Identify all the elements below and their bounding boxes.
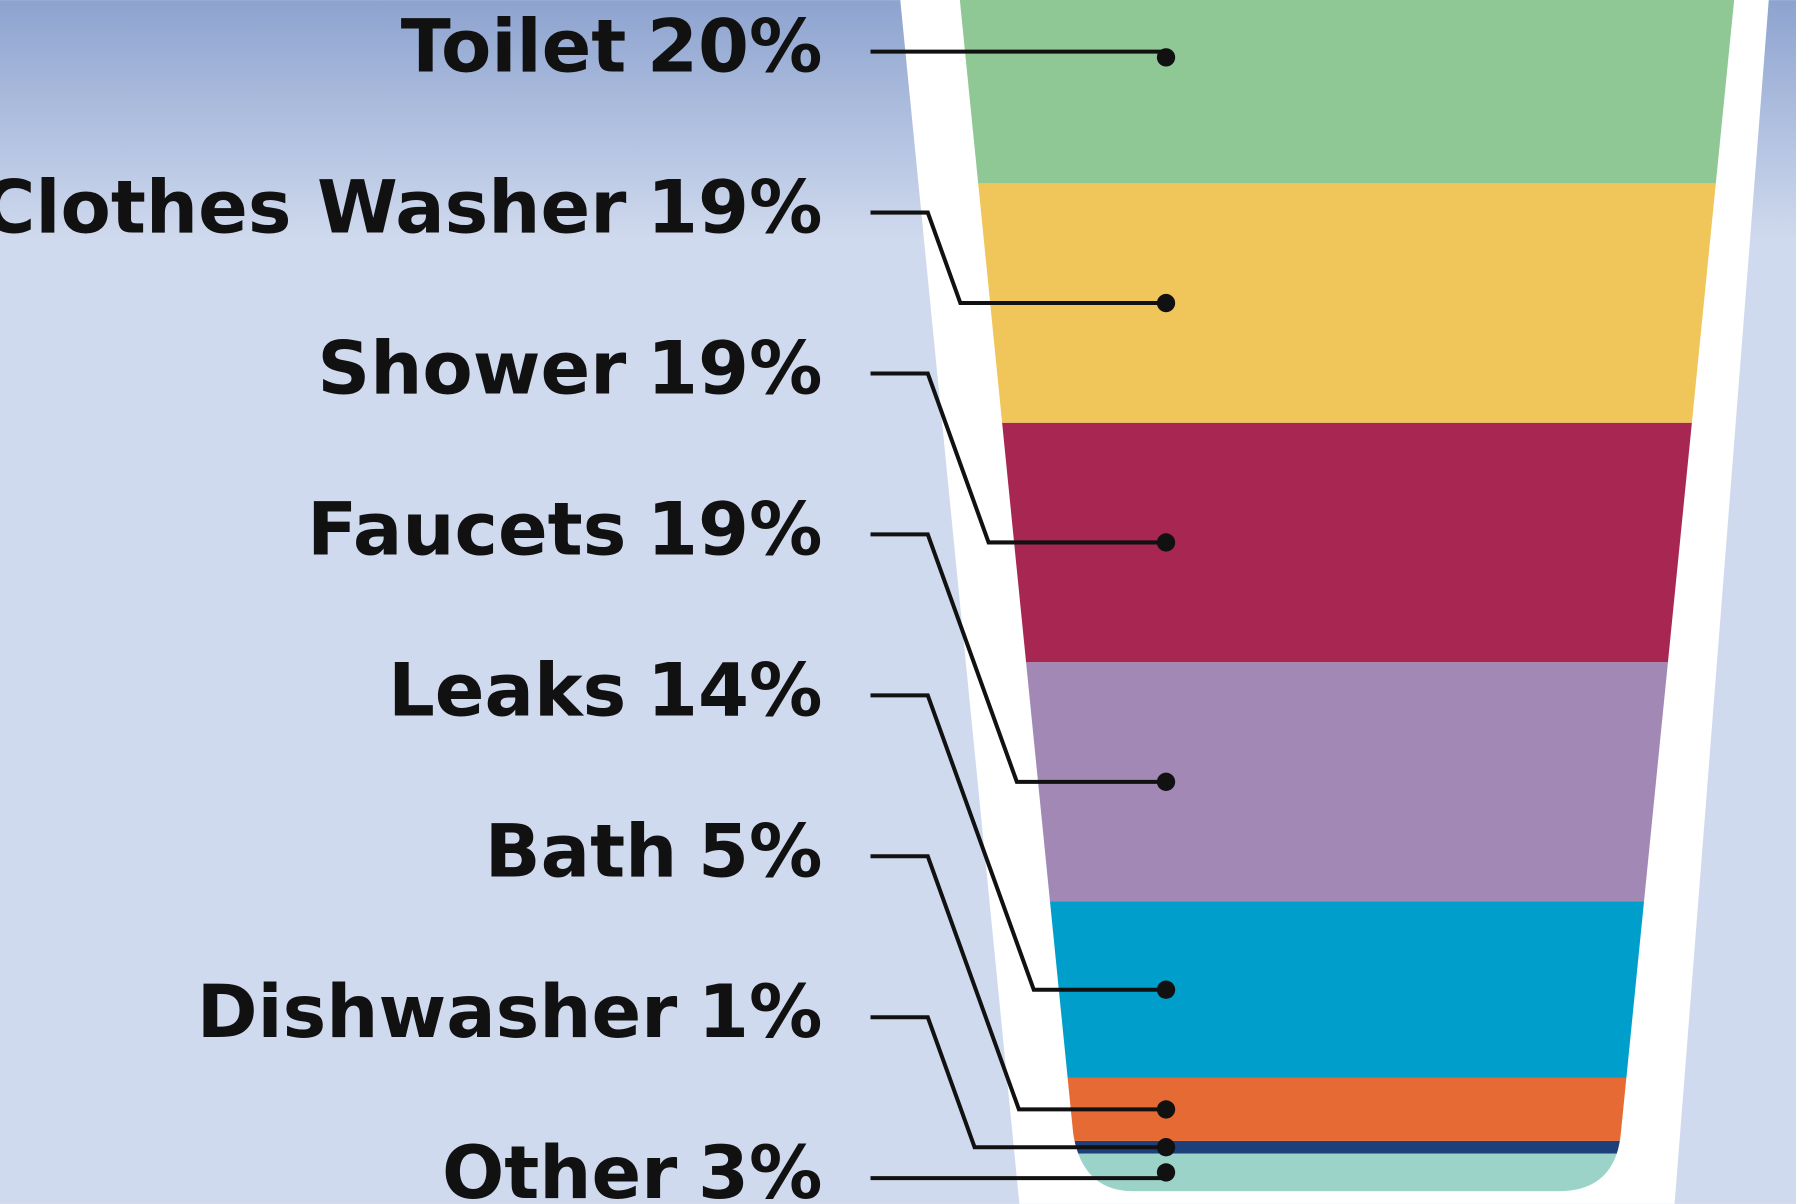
- value-label: 19%: [647, 327, 822, 412]
- value-label: 1%: [698, 970, 822, 1055]
- leader-dot: [1156, 1138, 1176, 1157]
- value-label: 3%: [698, 1131, 822, 1204]
- leader-dot: [1156, 533, 1176, 552]
- category-name: Other: [442, 1131, 677, 1204]
- label: Bath 5%: [485, 809, 823, 894]
- category-name: Leaks: [388, 648, 626, 733]
- leader-line: [870, 371, 1167, 545]
- value-label: 19%: [647, 166, 822, 251]
- category-name: Shower: [317, 327, 626, 412]
- label: Shower 19%: [317, 327, 822, 412]
- label: Leaks 14%: [388, 648, 822, 733]
- label: Clothes Washer 19%: [0, 166, 822, 251]
- leader-line: [870, 854, 1167, 1112]
- leader-line: [870, 532, 1167, 784]
- leader-dot: [1156, 980, 1176, 999]
- value-label: 19%: [647, 487, 822, 572]
- value-label: 20%: [647, 5, 822, 90]
- leader-dot: [1156, 772, 1176, 791]
- label: Dishwasher 1%: [197, 970, 823, 1055]
- leader-dot: [1156, 293, 1176, 313]
- labels: Toilet 20%Clothes Washer 19%Shower 19%Fauce…: [0, 5, 1176, 1204]
- category-name: Clothes Washer: [0, 166, 626, 251]
- category-name: Faucets: [307, 487, 626, 572]
- leader-line: [870, 210, 1167, 306]
- leader-dot: [1156, 1100, 1176, 1119]
- label: Other 3%: [442, 1131, 822, 1204]
- leader-line: [870, 693, 1167, 992]
- category-name: Dishwasher: [197, 970, 678, 1055]
- value-label: 14%: [647, 648, 822, 733]
- category-name: Toilet: [401, 5, 627, 90]
- leader-dot: [1156, 48, 1176, 67]
- category-name: Bath: [485, 809, 678, 894]
- label: Toilet 20%: [401, 5, 823, 90]
- segment: [948, 0, 1746, 184]
- value-label: 5%: [698, 809, 822, 894]
- leader-dot: [1156, 1163, 1176, 1182]
- segment: [948, 1140, 1746, 1154]
- leader-line: [870, 1015, 1167, 1150]
- label: Faucets 19%: [307, 487, 822, 572]
